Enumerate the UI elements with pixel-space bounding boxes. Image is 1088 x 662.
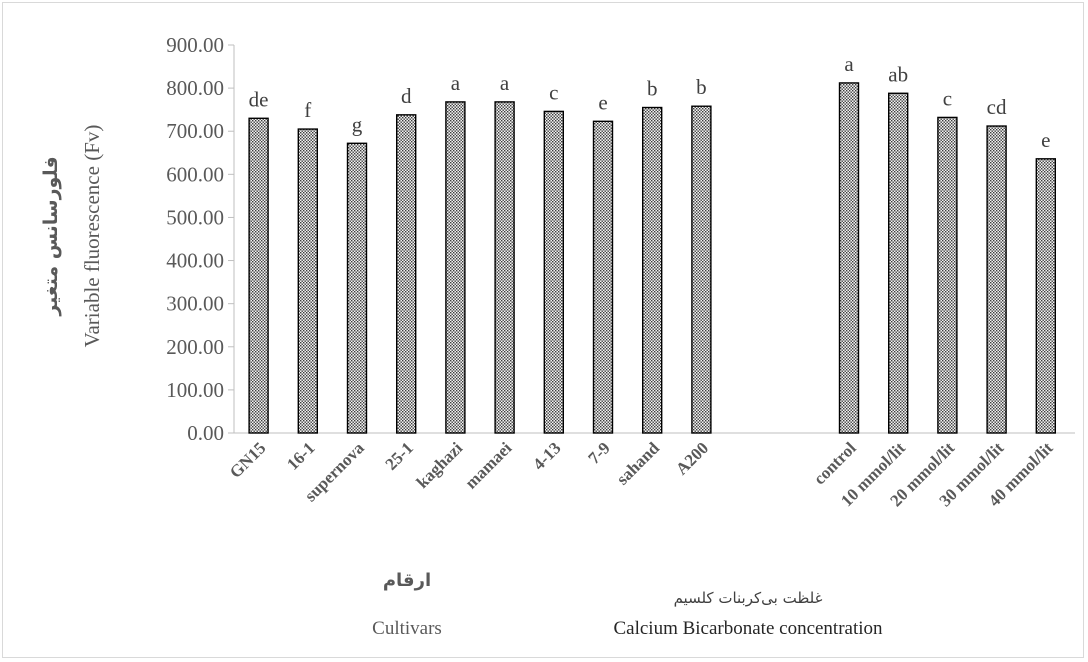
y-tick-label: 0.00: [187, 421, 224, 445]
group1-title-english: Cultivars: [372, 618, 442, 639]
significance-letter: g: [352, 112, 363, 136]
bar: [248, 117, 269, 434]
group2-title-persian: غلظت بی‌کربنات کلسیم: [674, 589, 823, 607]
significance-letter: e: [1041, 128, 1050, 152]
bar: [1035, 158, 1057, 434]
significance-letter: b: [696, 75, 707, 99]
category-label: sahand: [613, 438, 664, 489]
y-axis-title-english: Variable fluorescence (Fv): [80, 125, 104, 348]
bar: [543, 110, 564, 434]
category-label: 7-9: [584, 438, 613, 467]
group1-title-persian: ارقام: [383, 570, 431, 591]
significance-letter: c: [549, 80, 558, 104]
y-tick-label: 400.00: [166, 249, 224, 273]
significance-letter: a: [500, 71, 510, 95]
category-label: mamaei: [461, 438, 515, 492]
group2-title-english: Calcium Bicarbonate concentration: [613, 618, 883, 639]
y-tick-label: 300.00: [166, 292, 224, 316]
bar: [986, 125, 1007, 434]
bar: [937, 116, 958, 434]
bar: [297, 128, 318, 434]
significance-letter: e: [598, 90, 607, 114]
bar: [494, 101, 515, 434]
y-tick-label: 600.00: [166, 162, 224, 186]
bar: [346, 142, 368, 434]
category-label: 25-1: [382, 438, 417, 473]
y-tick-label: 100.00: [166, 378, 224, 402]
bars: [248, 82, 1057, 434]
category-label: GN15: [226, 438, 269, 481]
y-tick-label: 500.00: [166, 205, 224, 229]
bar: [838, 82, 860, 434]
y-tick-label: 700.00: [166, 119, 224, 143]
significance-letter: de: [249, 87, 269, 111]
y-tick-label: 900.00: [166, 33, 224, 57]
y-axis-title-persian: فلورسانس متغیر: [40, 156, 62, 316]
significance-letter: a: [451, 71, 461, 95]
y-axis: 0.00 100.00 200.00 300.00 400.00 500.00 600.00…: [166, 33, 1075, 445]
significance-letter: d: [401, 84, 412, 108]
bar: [691, 105, 712, 434]
bar: [888, 92, 909, 434]
bar: [592, 120, 614, 434]
significance-letter: b: [647, 77, 658, 101]
category-label: 4-13: [529, 438, 564, 473]
bar: [642, 106, 663, 434]
significance-letter: a: [844, 52, 854, 76]
significance-letter: cd: [987, 95, 1007, 119]
category-label: kaghazi: [413, 438, 467, 492]
bar: [396, 114, 417, 434]
category-label: A200: [672, 438, 712, 478]
significance-letter: c: [943, 86, 952, 110]
bar: [445, 101, 466, 434]
significance-letter: ab: [888, 62, 908, 86]
y-tick-label: 800.00: [166, 76, 224, 100]
significance-letters: de f g d a a c e b b a ab c cd e: [249, 52, 1051, 152]
significance-letter: f: [304, 98, 311, 122]
category-label: 16-1: [283, 438, 318, 473]
y-tick-label: 200.00: [166, 335, 224, 359]
